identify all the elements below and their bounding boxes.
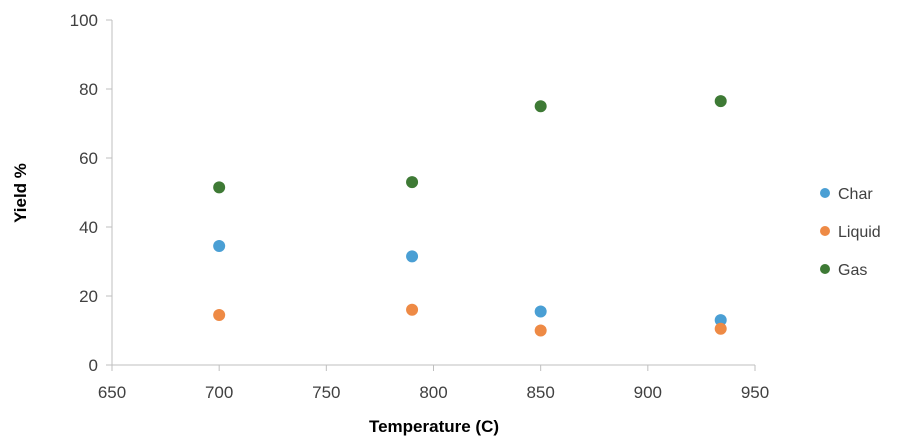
y-tick-label: 20: [79, 287, 98, 306]
liquid-point: [406, 303, 419, 316]
x-tick-label: 850: [526, 383, 554, 402]
legend-marker-char: [820, 188, 830, 198]
char-point: [714, 314, 727, 327]
y-tick-label: 100: [70, 11, 98, 30]
legend-label-gas: Gas: [838, 262, 867, 279]
axes: 0 20 40 60 80 100 650 700 750 800 850 900 950: [70, 11, 770, 402]
liquid-point: [213, 308, 226, 321]
liquid-point: [534, 324, 547, 337]
y-tick-label: 60: [79, 149, 98, 168]
y-axis-title: Yield %: [11, 163, 30, 223]
char-point: [213, 239, 226, 252]
y-tick-label: 0: [89, 356, 98, 375]
x-tick-label: 700: [205, 383, 233, 402]
legend-label-char: Char: [838, 186, 873, 203]
legend-marker-liquid: [820, 226, 830, 236]
legend-marker-gas: [820, 264, 830, 274]
gas-point: [406, 176, 419, 189]
char-point: [406, 250, 419, 263]
x-tick-label: 650: [98, 383, 126, 402]
y-tick-label: 80: [79, 80, 98, 99]
y-tick-label: 40: [79, 218, 98, 237]
x-axis-title: Temperature (C): [369, 417, 499, 436]
gas-point: [213, 181, 226, 194]
legend: Char Liquid Gas: [820, 186, 881, 279]
x-tick-label: 800: [419, 383, 447, 402]
liquid-point: [714, 322, 727, 335]
gas-point: [714, 95, 727, 108]
gas-point: [534, 100, 547, 113]
x-tick-label: 900: [634, 383, 662, 402]
x-tick-label: 750: [312, 383, 340, 402]
data-points: [213, 95, 727, 337]
char-point: [534, 305, 547, 318]
x-tick-label: 950: [741, 383, 769, 402]
legend-label-liquid: Liquid: [838, 224, 881, 241]
